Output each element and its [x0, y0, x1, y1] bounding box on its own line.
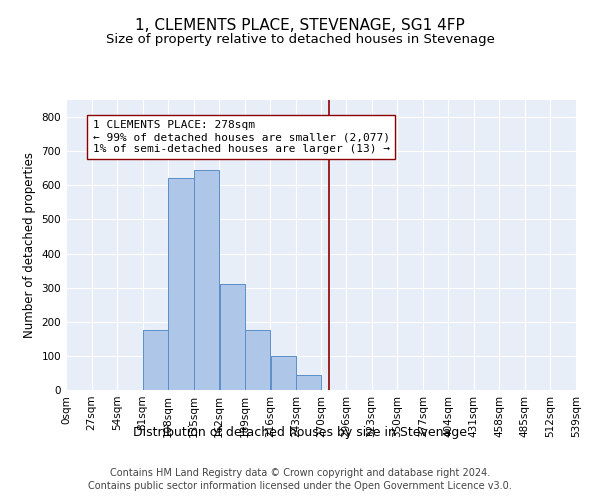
Y-axis label: Number of detached properties: Number of detached properties: [23, 152, 36, 338]
Text: Size of property relative to detached houses in Stevenage: Size of property relative to detached ho…: [106, 32, 494, 46]
Bar: [169, 178, 193, 390]
Text: 1, CLEMENTS PLACE, STEVENAGE, SG1 4FP: 1, CLEMENTS PLACE, STEVENAGE, SG1 4FP: [135, 18, 465, 32]
Text: Distribution of detached houses by size in Stevenage: Distribution of detached houses by size …: [133, 426, 467, 439]
Bar: [220, 284, 245, 390]
Text: Contains public sector information licensed under the Open Government Licence v3: Contains public sector information licen…: [88, 481, 512, 491]
Text: Contains HM Land Registry data © Crown copyright and database right 2024.: Contains HM Land Registry data © Crown c…: [110, 468, 490, 477]
Bar: [245, 330, 270, 390]
Bar: [143, 330, 168, 390]
Bar: [296, 374, 321, 390]
Bar: [194, 170, 219, 390]
Bar: [271, 356, 296, 390]
Text: 1 CLEMENTS PLACE: 278sqm
← 99% of detached houses are smaller (2,077)
1% of semi: 1 CLEMENTS PLACE: 278sqm ← 99% of detach…: [92, 120, 389, 154]
